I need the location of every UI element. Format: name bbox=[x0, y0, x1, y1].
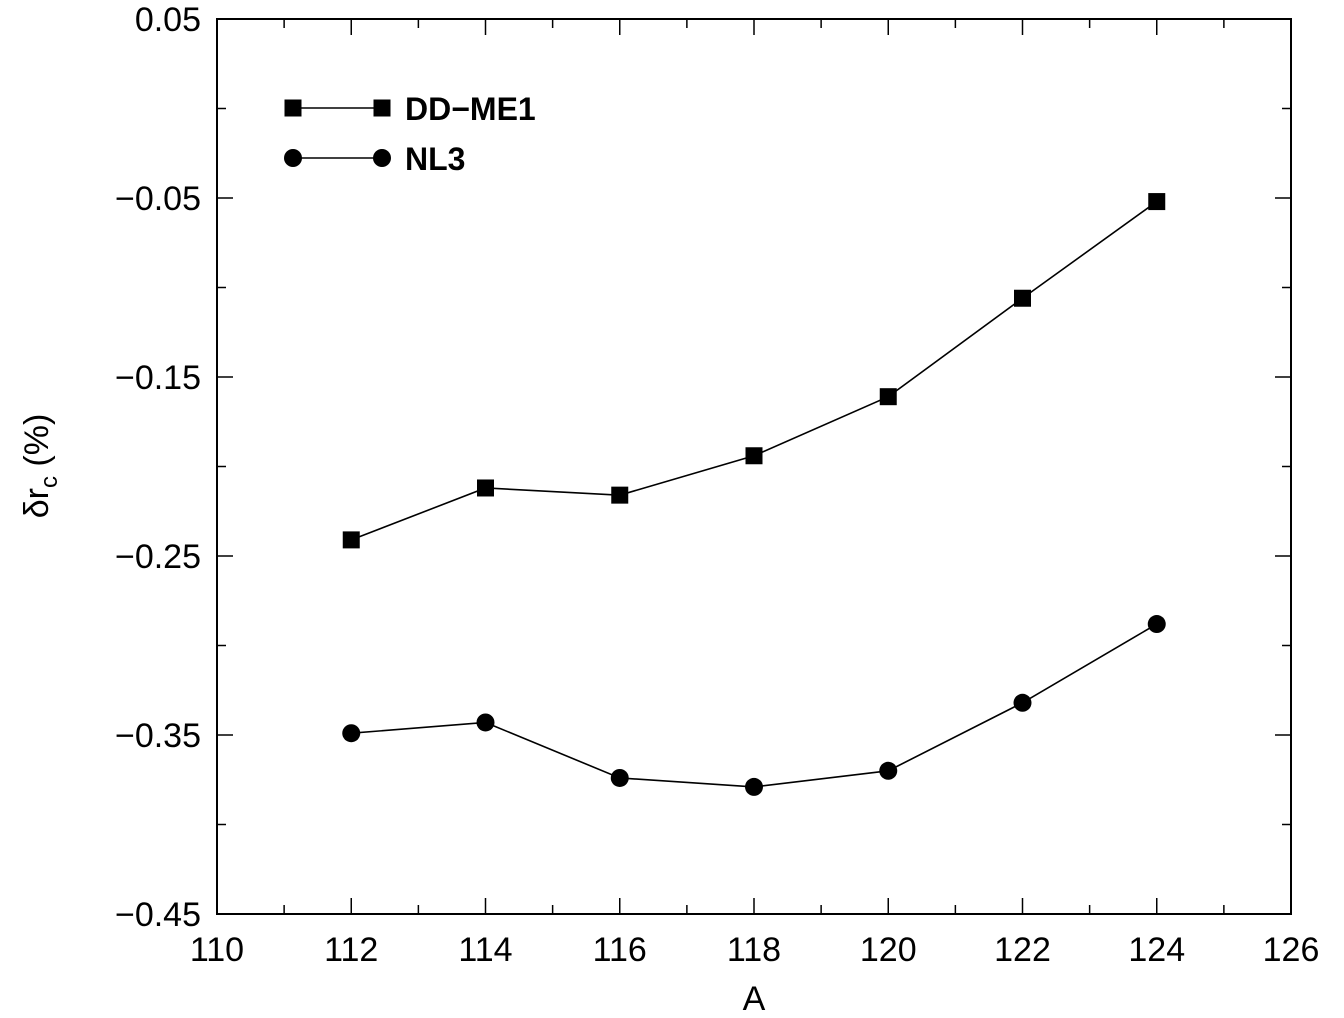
legend: DD−ME1 NL3 bbox=[284, 91, 536, 177]
data-point bbox=[745, 447, 763, 465]
data-point bbox=[1148, 193, 1166, 211]
x-tick-label: 120 bbox=[860, 931, 917, 969]
legend-entry: DD−ME1 bbox=[284, 91, 536, 127]
legend-entry: NL3 bbox=[284, 141, 465, 177]
x-tick-label: 126 bbox=[1263, 931, 1320, 969]
y-tick-label: 0.05 bbox=[135, 1, 201, 39]
y-axis: 0.05 −0.05 −0.15 −0.25 −0.35 −0.45 bbox=[115, 1, 1291, 934]
data-point bbox=[1147, 615, 1166, 634]
x-axis: 110 112 114 116 118 120 122 124 126 bbox=[190, 19, 1319, 969]
y-tick-label: −0.05 bbox=[115, 180, 201, 218]
x-tick-label: 110 bbox=[190, 931, 244, 969]
data-point bbox=[1014, 289, 1031, 307]
x-tick-label: 118 bbox=[727, 931, 781, 969]
x-tick-label: 116 bbox=[593, 931, 647, 969]
x-axis-label: A bbox=[743, 980, 766, 1018]
series-square bbox=[342, 193, 1166, 549]
data-point bbox=[1013, 693, 1032, 712]
data-point bbox=[879, 388, 897, 406]
legend-label: NL3 bbox=[405, 141, 465, 177]
data-point bbox=[610, 768, 629, 787]
data-point bbox=[342, 724, 361, 743]
x-tick-label: 114 bbox=[458, 931, 512, 969]
series-line bbox=[351, 623, 1158, 788]
legend-marker bbox=[373, 99, 391, 117]
y-tick-label: −0.15 bbox=[115, 359, 201, 397]
data-point bbox=[611, 486, 629, 504]
y-tick-label: −0.25 bbox=[115, 538, 201, 576]
legend-marker bbox=[284, 149, 302, 167]
x-tick-label: 124 bbox=[1128, 931, 1185, 969]
y-tick-label: −0.35 bbox=[115, 717, 201, 755]
series-layer bbox=[342, 193, 1166, 796]
series-circle bbox=[342, 615, 1166, 796]
legend-marker bbox=[373, 149, 391, 167]
x-tick-label: 112 bbox=[324, 931, 378, 969]
data-point bbox=[342, 531, 360, 549]
y-axis-label: δrc (%) bbox=[18, 414, 63, 519]
data-point bbox=[745, 777, 763, 796]
legend-label: DD−ME1 bbox=[405, 91, 536, 127]
legend-marker bbox=[284, 99, 302, 117]
y-tick-label: −0.45 bbox=[115, 896, 201, 934]
series-line bbox=[350, 200, 1158, 541]
x-tick-label: 122 bbox=[994, 931, 1051, 969]
data-point bbox=[476, 713, 495, 732]
data-point bbox=[879, 761, 898, 780]
data-point bbox=[477, 479, 494, 497]
